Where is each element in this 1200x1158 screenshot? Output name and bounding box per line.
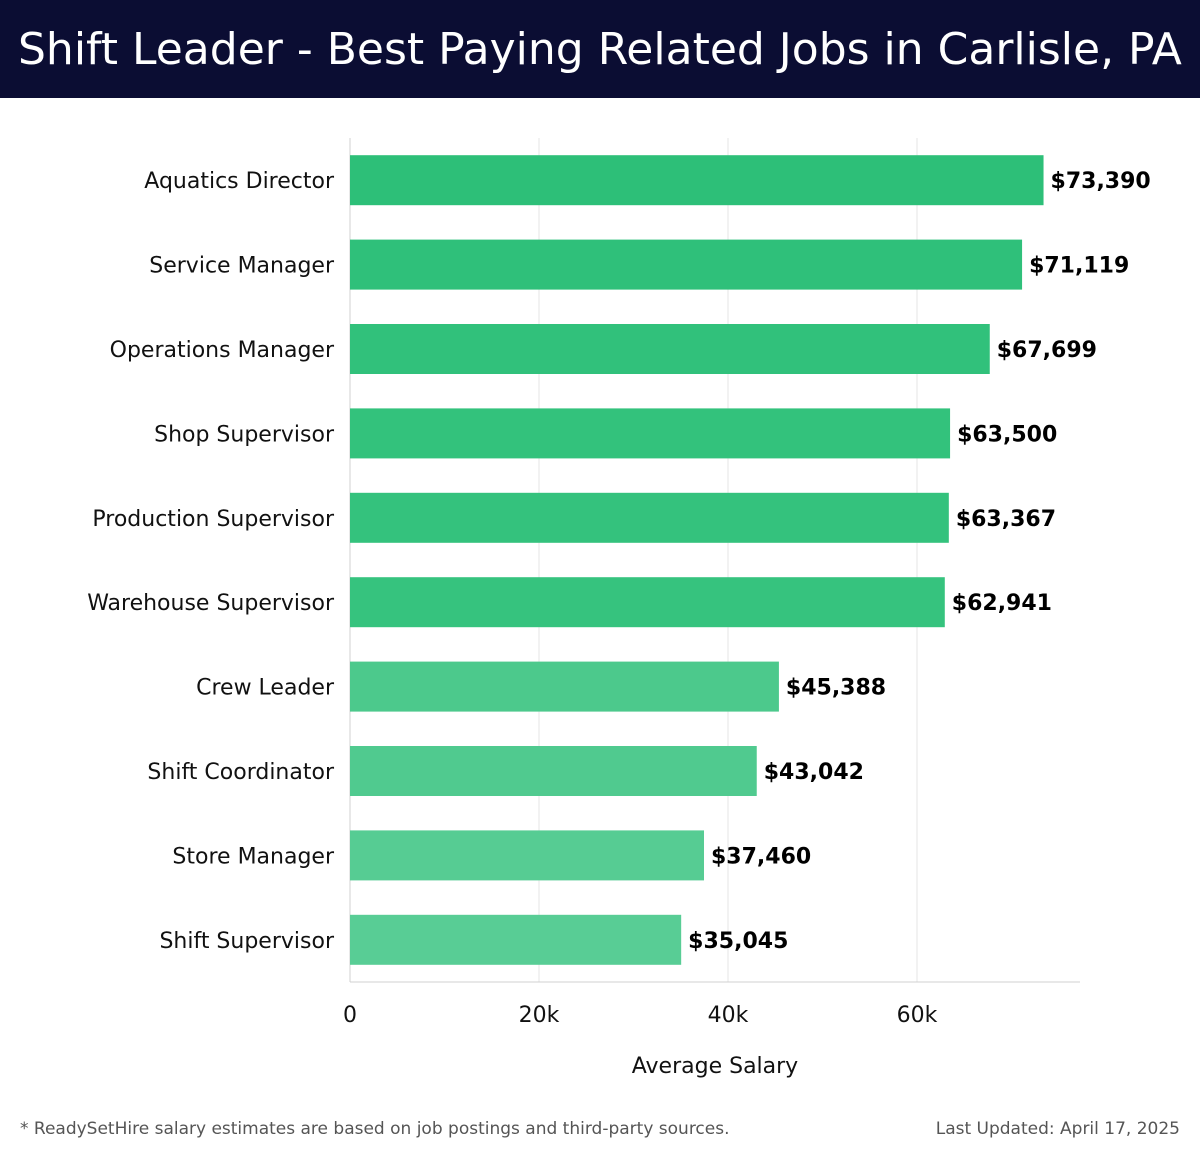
category-label: Operations Manager bbox=[110, 338, 335, 363]
bar bbox=[350, 155, 1044, 206]
bar bbox=[350, 577, 945, 628]
value-label: $71,119 bbox=[1029, 254, 1129, 279]
x-tick-label: 40k bbox=[708, 1003, 749, 1028]
value-label: $67,699 bbox=[997, 338, 1097, 363]
value-label: $45,388 bbox=[786, 676, 886, 701]
page-title: Shift Leader - Best Paying Related Jobs … bbox=[18, 24, 1182, 75]
value-label: $63,500 bbox=[957, 422, 1057, 447]
x-axis-title: Average Salary bbox=[632, 1054, 798, 1079]
value-label: $37,460 bbox=[711, 844, 811, 869]
value-label: $73,390 bbox=[1051, 169, 1151, 194]
bar bbox=[350, 661, 779, 712]
bar bbox=[350, 324, 990, 374]
bar bbox=[350, 239, 1023, 290]
category-label: Shift Coordinator bbox=[147, 760, 335, 785]
x-tick-label: 20k bbox=[519, 1003, 560, 1028]
category-label: Crew Leader bbox=[196, 676, 335, 701]
value-label: $35,045 bbox=[688, 929, 788, 954]
bar bbox=[350, 746, 757, 796]
category-label: Store Manager bbox=[172, 844, 335, 869]
category-label: Production Supervisor bbox=[92, 507, 335, 532]
x-tick-label: 0 bbox=[343, 1003, 357, 1028]
bar-chart: Aquatics Director $73,390 Service Manager $… bbox=[87, 138, 1151, 1079]
x-tick-label: 60k bbox=[897, 1003, 938, 1028]
bar bbox=[350, 914, 682, 965]
bar bbox=[350, 830, 704, 881]
bar bbox=[350, 492, 949, 543]
last-updated: Last Updated: April 17, 2025 bbox=[935, 1119, 1180, 1139]
value-label: $63,367 bbox=[956, 507, 1056, 532]
category-label: Aquatics Director bbox=[144, 169, 335, 194]
category-label: Shop Supervisor bbox=[154, 422, 335, 447]
category-label: Warehouse Supervisor bbox=[87, 591, 335, 616]
category-label: Service Manager bbox=[149, 254, 335, 279]
title-banner: Shift Leader - Best Paying Related Jobs … bbox=[0, 0, 1200, 98]
value-label: $43,042 bbox=[764, 760, 864, 785]
value-label: $62,941 bbox=[952, 591, 1052, 616]
category-label: Shift Supervisor bbox=[159, 929, 335, 954]
footer-note: * ReadySetHire salary estimates are base… bbox=[20, 1119, 730, 1139]
bar bbox=[350, 408, 951, 459]
